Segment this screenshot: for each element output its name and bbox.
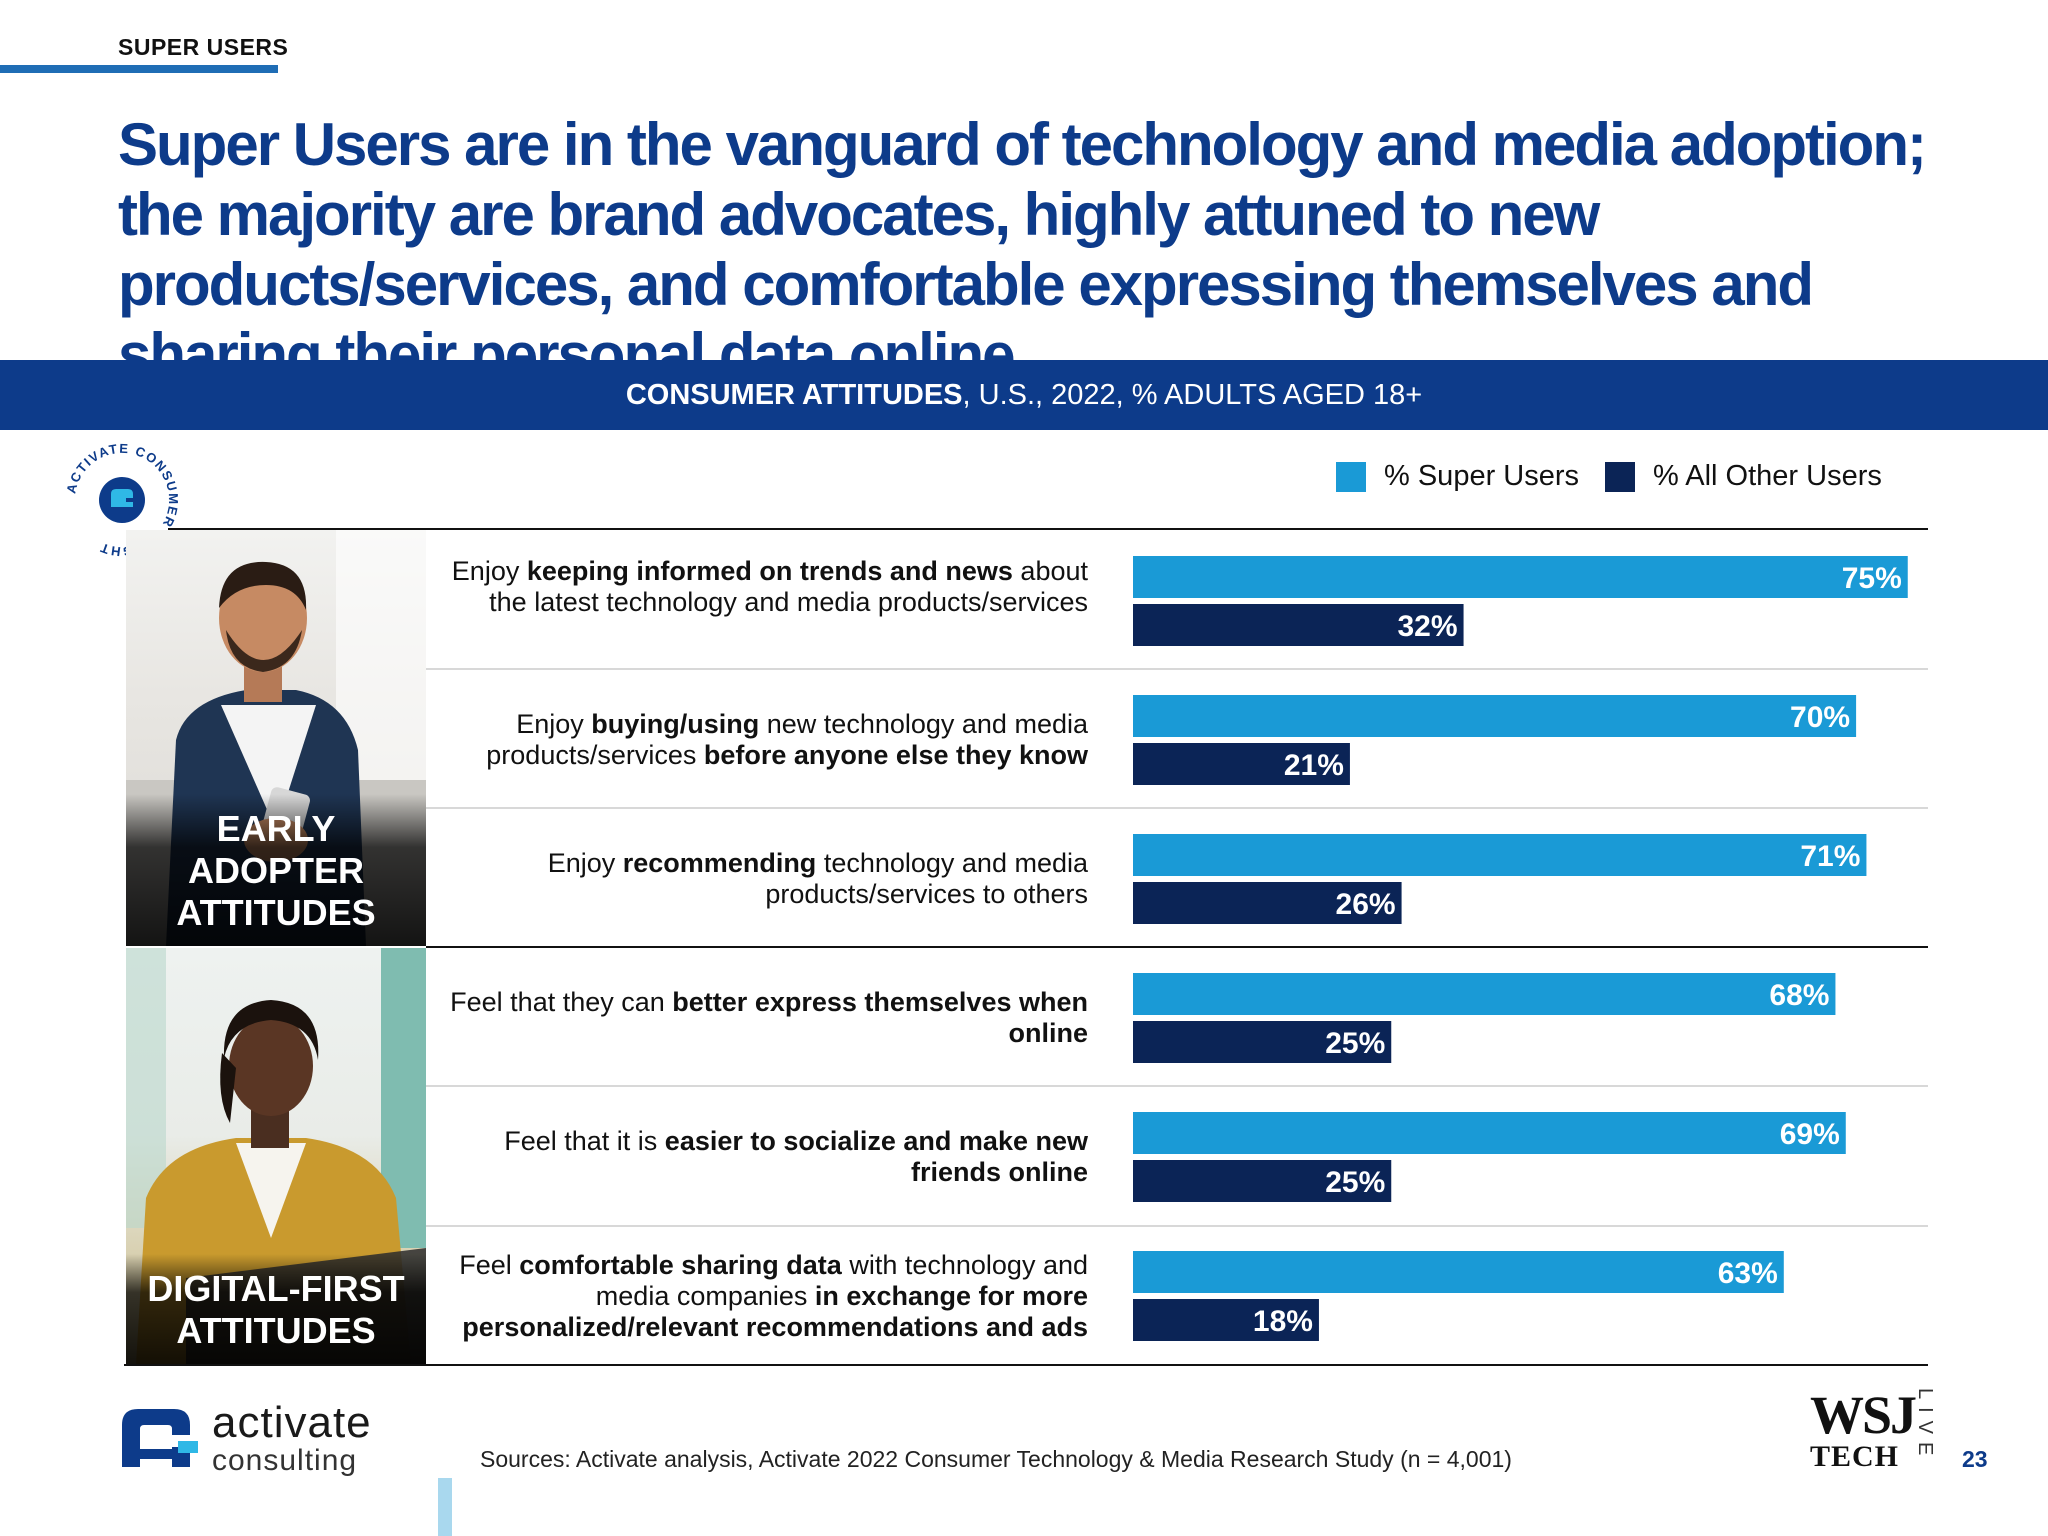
data-label-other-users: 25% bbox=[1325, 1166, 1385, 1199]
logo-word-consulting: consulting bbox=[212, 1444, 358, 1477]
bar-super-users bbox=[1133, 834, 1867, 876]
early-adopter-photo: EARLY ADOPTER ATTITUDES bbox=[126, 530, 426, 946]
chart-banner: CONSUMER ATTITUDES, U.S., 2022, % ADULTS… bbox=[0, 360, 2048, 430]
row-label-bold: keeping informed on trends and news bbox=[526, 556, 1013, 586]
chart-legend: % Super Users % All Other Users bbox=[1336, 460, 1908, 493]
row-separator bbox=[426, 668, 1928, 670]
data-label-other-users: 18% bbox=[1253, 1305, 1313, 1338]
group-divider bbox=[426, 946, 1928, 948]
page-number: 23 bbox=[1962, 1446, 1988, 1472]
bar-super-users bbox=[1133, 556, 1908, 598]
row-label-text: about the latest technology and media pr… bbox=[489, 556, 1088, 617]
bar-other-users bbox=[1133, 1299, 1319, 1341]
wsj-wordmark: WSJ bbox=[1810, 1385, 1917, 1445]
section-rule bbox=[0, 65, 278, 73]
bar-other-users bbox=[1133, 743, 1350, 785]
row-label-bold: comfortable sharing data bbox=[519, 1250, 842, 1280]
legend-label-other-users: % All Other Users bbox=[1653, 460, 1882, 492]
row-label-text: technology and media products/services t… bbox=[765, 848, 1088, 909]
row-label-text: Enjoy bbox=[547, 848, 623, 878]
source-note: Sources: Activate analysis, Activate 202… bbox=[480, 1446, 1512, 1472]
data-label-other-users: 25% bbox=[1325, 1027, 1385, 1060]
row-label: Feel that they can better express themse… bbox=[430, 987, 1088, 1049]
data-label-super-users: 63% bbox=[1718, 1257, 1778, 1290]
banner-rest: , U.S., 2022, % ADULTS AGED 18+ bbox=[962, 378, 1423, 411]
row-separator bbox=[426, 1085, 1928, 1087]
activate-logo-icon bbox=[122, 1409, 198, 1467]
activate-wordmark: activate consulting bbox=[212, 1400, 372, 1476]
data-label-super-users: 70% bbox=[1790, 701, 1850, 734]
photo-caption-early-adopter: EARLY ADOPTER ATTITUDES bbox=[126, 794, 426, 946]
chart-top-rule bbox=[168, 528, 1928, 530]
row-label-text: Feel bbox=[459, 1250, 520, 1280]
tech-wordmark: TECH bbox=[1810, 1440, 1900, 1473]
row-label: Enjoy recommending technology and media … bbox=[430, 848, 1088, 910]
data-label-super-users: 75% bbox=[1842, 562, 1902, 595]
data-label-other-users: 32% bbox=[1398, 610, 1458, 643]
logo-word-activate: activate bbox=[212, 1398, 372, 1447]
legend-swatch-super-users bbox=[1336, 461, 1366, 492]
legend-item-super-users: % Super Users bbox=[1336, 460, 1579, 493]
digital-first-photo: DIGITAL-FIRST ATTITUDES bbox=[126, 948, 426, 1364]
activate-insight-badge: ACTIVATE CONSUMER INSIGHT bbox=[63, 441, 179, 559]
footer-accent-bar bbox=[438, 1478, 452, 1536]
bar-super-users bbox=[1133, 695, 1857, 737]
row-label-text: Enjoy bbox=[451, 556, 527, 586]
bar-other-users bbox=[1133, 1160, 1392, 1202]
row-label: Feel comfortable sharing data with techn… bbox=[430, 1250, 1088, 1343]
row-label: Enjoy keeping informed on trends and new… bbox=[430, 556, 1088, 618]
row-label-text: Enjoy bbox=[516, 709, 592, 739]
row-label-bold: buying/using bbox=[591, 709, 760, 739]
bar-other-users bbox=[1133, 882, 1402, 924]
chart-bottom-rule bbox=[124, 1364, 1928, 1366]
data-label-super-users: 69% bbox=[1780, 1118, 1840, 1151]
row-label: Feel that it is easier to socialize and … bbox=[430, 1126, 1088, 1188]
row-label: Enjoy buying/using new technology and me… bbox=[430, 709, 1088, 771]
bar-super-users bbox=[1133, 1251, 1784, 1293]
data-label-super-users: 71% bbox=[1800, 840, 1860, 873]
bar-other-users bbox=[1133, 604, 1464, 646]
row-label-bold: in exchange for more personalized/releva… bbox=[462, 1281, 1088, 1342]
row-separator bbox=[426, 1225, 1928, 1227]
legend-label-super-users: % Super Users bbox=[1384, 460, 1580, 492]
data-label-super-users: 68% bbox=[1769, 979, 1829, 1012]
row-label-bold: recommending bbox=[622, 848, 817, 878]
row-separator bbox=[426, 807, 1928, 809]
row-label-text: Feel that it is bbox=[504, 1126, 665, 1156]
data-label-other-users: 21% bbox=[1284, 749, 1344, 782]
banner-bold: CONSUMER ATTITUDES bbox=[625, 378, 963, 411]
bar-other-users bbox=[1133, 1021, 1392, 1063]
bar-chart: 75% 32% 70% 21% 71% 26% 68% 25% 69% 25% 63% 18% bbox=[1133, 556, 1908, 1341]
page-title: Super Users are in the vanguard of techn… bbox=[118, 111, 1927, 388]
live-wordmark: LIVE bbox=[1914, 1388, 1936, 1464]
row-label-bold: better express themselves when online bbox=[672, 987, 1088, 1048]
row-label-bold: easier to socialize and make new friends… bbox=[664, 1126, 1088, 1187]
section-tag: SUPER USERS bbox=[118, 34, 289, 60]
row-label-text: Feel that they can bbox=[450, 987, 673, 1017]
legend-item-other-users: % All Other Users bbox=[1605, 460, 1882, 493]
wsj-tech-live-logo: WSJ TECH LIVE bbox=[1810, 1385, 1936, 1473]
data-label-other-users: 26% bbox=[1336, 888, 1396, 921]
legend-swatch-other-users bbox=[1605, 461, 1636, 492]
bar-super-users bbox=[1133, 1112, 1846, 1154]
row-label-text: new technology and media products/servic… bbox=[486, 709, 1088, 770]
photo-caption-digital-first: DIGITAL-FIRST ATTITUDES bbox=[126, 1254, 426, 1364]
row-label-text: with technology and media companies bbox=[595, 1250, 1088, 1311]
row-label-bold: before anyone else they know bbox=[703, 740, 1088, 770]
bar-super-users bbox=[1133, 973, 1836, 1015]
